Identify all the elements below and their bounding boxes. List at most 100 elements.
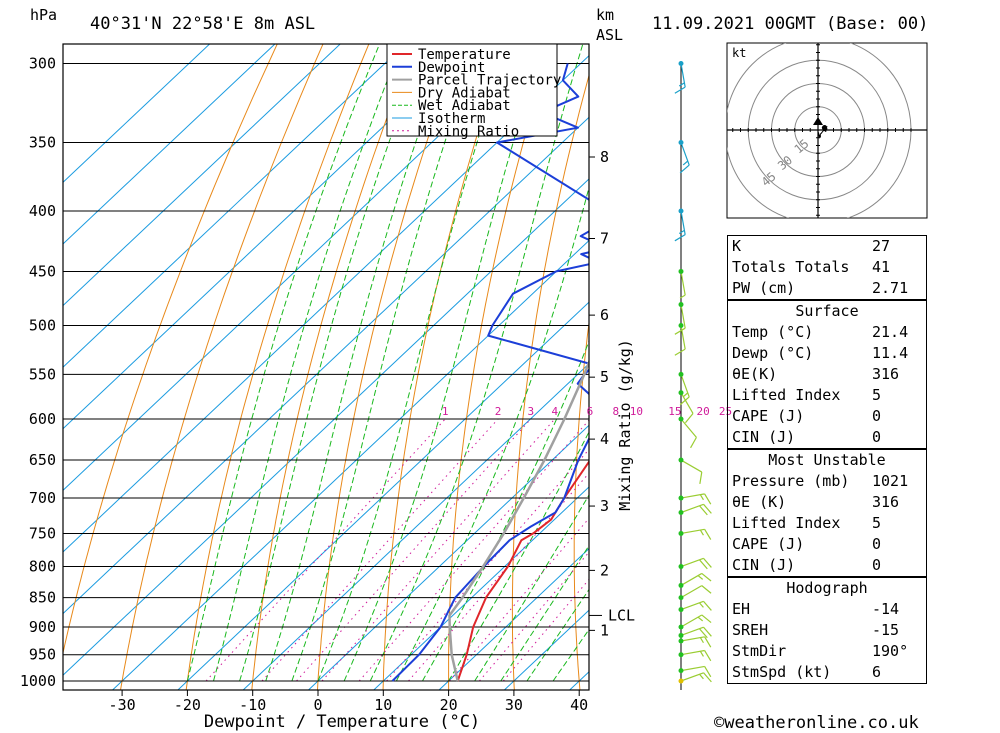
wind-barb-staff <box>680 325 686 350</box>
storm-motion-marker <box>813 117 823 125</box>
pressure-tick-label: 450 <box>29 262 56 280</box>
isotherm-line <box>242 363 589 690</box>
wet-adiabat-line <box>526 588 589 682</box>
index-label: CIN (J) <box>732 428 796 446</box>
mixing-ratio-line <box>386 448 589 682</box>
km-tick-label: 1 <box>600 621 609 639</box>
wind-barb <box>674 302 686 335</box>
wind-level-dot <box>678 140 684 146</box>
wind-level-dot <box>678 510 684 516</box>
wet-adiabat-line <box>369 44 584 682</box>
wind-barb-staff <box>680 503 704 514</box>
index-value: 0 <box>872 556 882 574</box>
wind-barb <box>674 60 686 94</box>
pressure-tick-label: 1000 <box>20 672 56 690</box>
index-value: -14 <box>872 600 900 618</box>
wind-level-dot <box>678 607 684 613</box>
wind-barb-flag <box>703 600 712 611</box>
mixing-ratio-label: 1 <box>442 405 449 418</box>
wind-barb-flag <box>703 503 712 514</box>
index-row: θE(K) 316 <box>728 364 927 385</box>
wind-level-dot <box>678 371 684 377</box>
x-tick-label: 20 <box>440 696 458 714</box>
isotherm-line <box>63 44 341 307</box>
index-value: 2.71 <box>872 279 909 297</box>
wind-level-dot <box>678 268 684 274</box>
index-label: Lifted Index <box>732 386 841 404</box>
index-label: K <box>732 237 742 255</box>
index-section-title: Most Unstable <box>768 451 886 469</box>
wind-barb-flag <box>701 614 712 624</box>
index-value: 6 <box>872 663 882 681</box>
index-value: 5 <box>872 386 882 404</box>
index-value: 316 <box>872 365 900 383</box>
wind-barb-flag <box>699 628 708 639</box>
isotherm-line <box>373 486 589 690</box>
pressure-tick-label: 600 <box>29 410 56 428</box>
x-axis-label: Dewpoint / Temperature (°C) <box>204 712 480 732</box>
wind-level-dot <box>678 302 684 308</box>
isotherm-line <box>177 301 589 690</box>
wind-barb-flag <box>674 86 686 94</box>
km-tick-label: 4 <box>600 430 609 448</box>
location-title: 40°31'N 22°58'E 8m ASL <box>90 14 315 34</box>
wind-barb-flag <box>674 327 686 335</box>
wet-adiabat-line <box>186 44 381 682</box>
x-tick-label: 10 <box>374 696 392 714</box>
datetime-title: 11.09.2021 00GMT (Base: 00) <box>652 14 928 34</box>
index-value: 5 <box>872 514 882 532</box>
wind-barb-flag <box>704 650 712 662</box>
mixing-ratio-label: 20 <box>696 405 709 418</box>
wind-barb <box>678 493 712 505</box>
dry-adiabat-line <box>120 44 324 690</box>
wind-barb-staff <box>680 626 704 637</box>
index-value: 0 <box>872 407 882 425</box>
isotherm-line <box>63 44 407 368</box>
legend-entry: Parcel Trajectory <box>418 73 561 89</box>
wind-level-dot <box>678 416 684 422</box>
asl-unit: ASL <box>596 26 623 44</box>
index-label: StmDir <box>732 642 787 660</box>
wind-barb-flag <box>699 559 708 570</box>
parcel-trajectory-trace <box>448 358 589 682</box>
wind-barb <box>678 672 712 684</box>
wind-level-dot <box>678 595 684 601</box>
index-panel: K 27 Totals Totals 41 PW (cm) 2.71 Surface Tem… <box>727 235 927 684</box>
legend-box <box>386 43 558 137</box>
wind-barb-flag <box>699 471 703 484</box>
wind-barb-flag <box>679 396 690 406</box>
wind-barb-staff <box>680 557 704 568</box>
index-row: StmDir 190° <box>728 641 927 662</box>
dry-adiabat-line <box>634 0 708 706</box>
wind-level-dot <box>678 322 684 328</box>
km-tick-label: 7 <box>600 229 609 247</box>
legend-entry: Wet Adiabat <box>418 98 511 114</box>
index-row: CIN (J) 0 <box>728 427 927 449</box>
index-row: Lifted Index 5 <box>728 385 927 406</box>
index-section-title: Surface <box>795 302 859 320</box>
index-label: CIN (J) <box>732 556 796 574</box>
legend-entry: Dry Adiabat <box>418 85 511 101</box>
wind-barb <box>678 649 712 662</box>
wind-barb <box>678 457 703 484</box>
wind-barb-flag <box>699 602 704 608</box>
km-tick-label: 8 <box>600 148 609 166</box>
plot-frame <box>62 43 590 691</box>
index-row: PW (cm) 2.71 <box>728 278 927 300</box>
wind-level-dot <box>678 208 684 214</box>
wind-barb-staff <box>680 614 703 628</box>
legend-entry: Temperature <box>418 47 511 63</box>
wet-adiabat-line <box>343 44 544 682</box>
wind-barb-flag <box>703 626 712 637</box>
hodograph-point <box>822 125 828 131</box>
mixing-ratio-label: 10 <box>630 405 643 418</box>
hpa-unit: hPa <box>30 6 57 24</box>
wind-barb-flag <box>679 164 690 174</box>
index-row: Temp (°C) 21.4 <box>728 322 927 343</box>
wind-level-dot <box>678 678 684 684</box>
wet-adiabat-line <box>422 339 589 682</box>
wind-barb-staff <box>680 665 705 672</box>
isotherm-line <box>111 239 589 690</box>
